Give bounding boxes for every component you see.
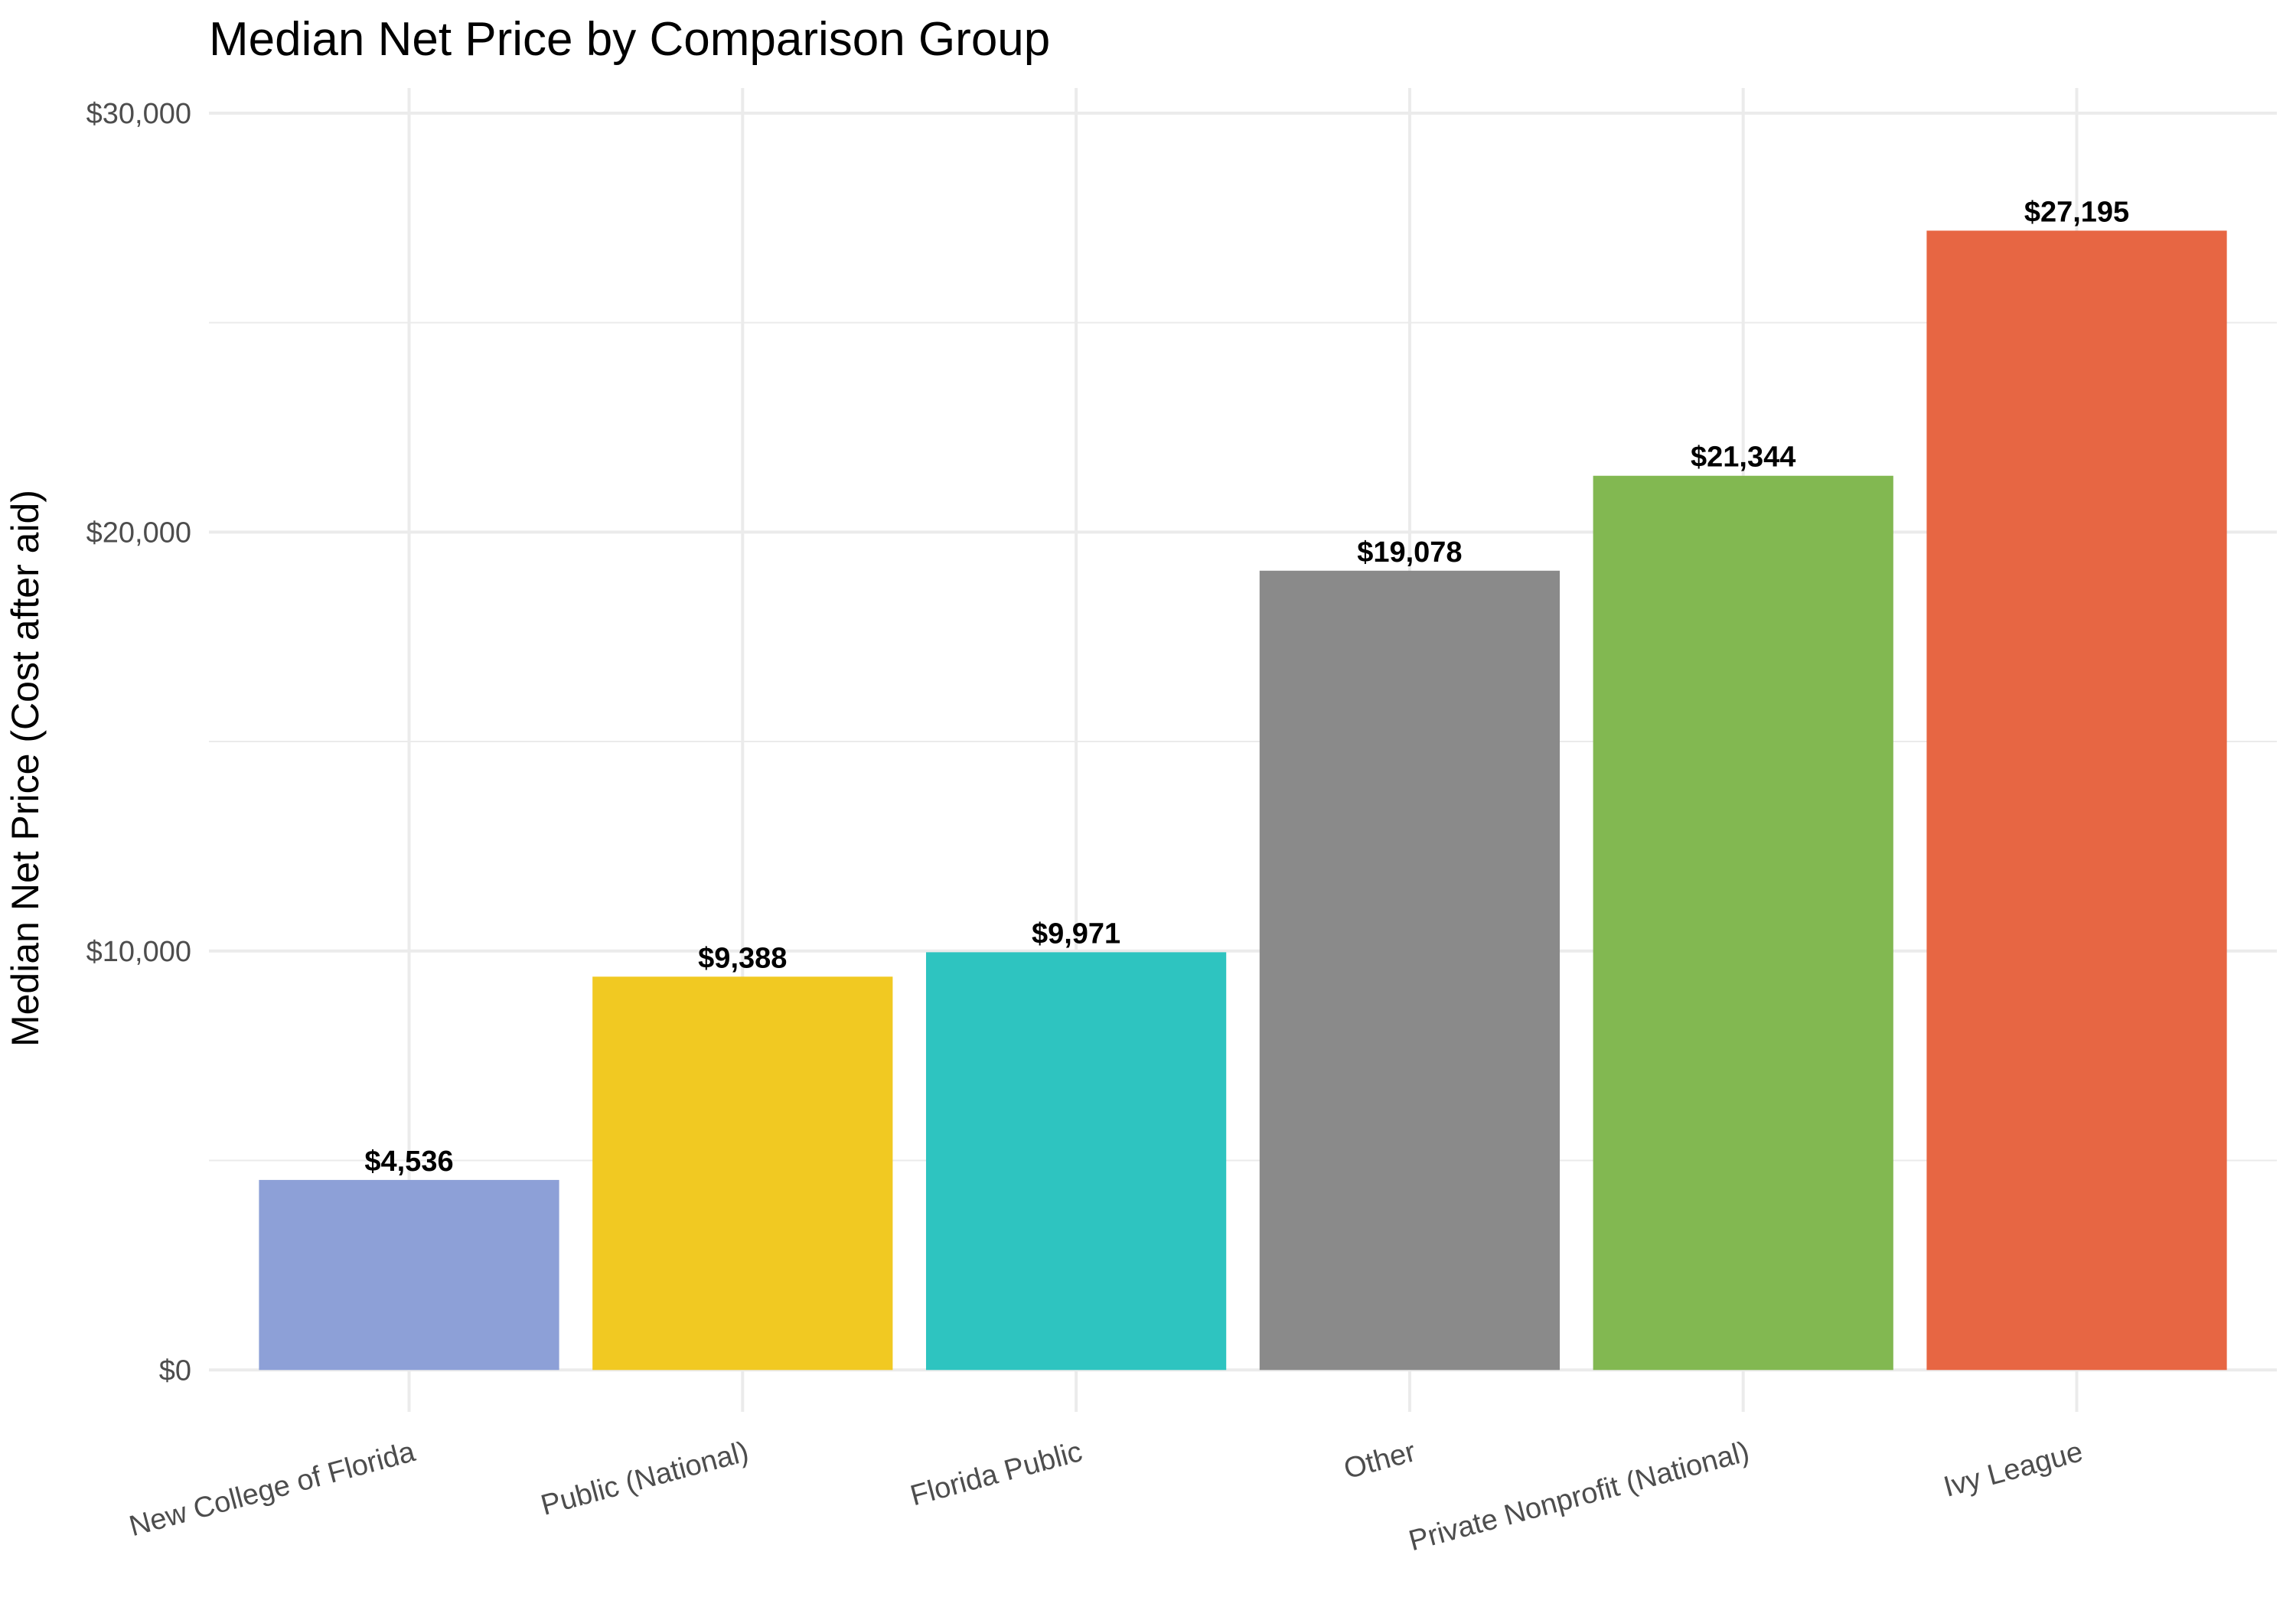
data-label: $27,195: [2024, 196, 2129, 228]
bar: [1593, 475, 1893, 1371]
bar: [1926, 230, 2227, 1371]
x-tick-label: Private Nonprofit (National): [1405, 1436, 1753, 1557]
bars: [259, 230, 2227, 1371]
x-tick-labels: New College of Florida Public (National) F…: [126, 1436, 2086, 1557]
bar: [592, 976, 893, 1371]
data-labels: $4,536 $9,388 $9,971 $19,078 $21,344 $27,195: [364, 196, 2129, 1178]
bar: [1259, 570, 1561, 1371]
y-tick-labels: $0 $10,000 $20,000 $30,000: [86, 98, 191, 1387]
x-tick-label: Ivy League: [1940, 1436, 2086, 1504]
x-tick-label: Other: [1341, 1436, 1420, 1485]
x-tick-label: New College of Florida: [126, 1436, 419, 1543]
data-label: $21,344: [1691, 442, 1795, 474]
chart-title: Median Net Price by Comparison Group: [209, 13, 1050, 66]
data-label: $9,971: [1032, 918, 1120, 950]
x-tick-label: Florida Public: [907, 1436, 1085, 1512]
y-tick-label: $10,000: [86, 936, 191, 968]
y-axis-label: Median Net Price (Cost after aid): [4, 490, 47, 1047]
x-tick-label: Public (National): [537, 1436, 752, 1522]
bar: [259, 1179, 559, 1371]
bar: [925, 952, 1227, 1371]
y-tick-label: $20,000: [86, 517, 191, 549]
y-tick-label: $0: [159, 1354, 191, 1387]
data-label: $9,388: [698, 942, 787, 974]
data-label: $4,536: [364, 1146, 453, 1178]
data-label: $19,078: [1357, 536, 1462, 569]
y-tick-label: $30,000: [86, 98, 191, 130]
